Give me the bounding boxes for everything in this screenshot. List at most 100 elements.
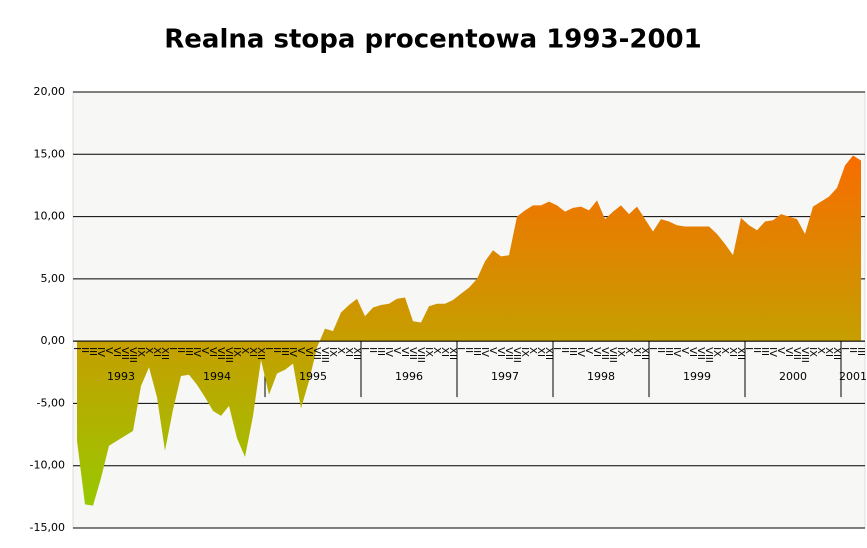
month-label: IX xyxy=(135,347,146,357)
month-label: VIII xyxy=(127,347,138,363)
y-tick-label: 15,00 xyxy=(34,147,66,160)
month-label: II xyxy=(751,347,762,353)
month-label: VI xyxy=(783,347,794,357)
month-label: I xyxy=(551,347,562,350)
month-label: VI xyxy=(399,347,410,357)
month-label: I xyxy=(647,347,658,350)
month-label: III xyxy=(759,347,770,356)
month-label: VII xyxy=(311,347,322,360)
y-tick-label: 20,00 xyxy=(34,85,66,98)
month-label: I xyxy=(263,347,274,350)
year-label: 1996 xyxy=(395,370,423,383)
year-label: 2000 xyxy=(779,370,807,383)
month-label: XI xyxy=(247,347,258,357)
month-label: III xyxy=(375,347,386,356)
month-label: V xyxy=(487,347,498,354)
month-label: III xyxy=(471,347,482,356)
month-label: V xyxy=(583,347,594,354)
month-label: VI xyxy=(303,347,314,357)
month-label: I xyxy=(455,347,466,350)
month-label: XII xyxy=(159,347,170,360)
month-label: II xyxy=(79,347,90,353)
month-label: II xyxy=(847,347,858,353)
y-tick-label: 0,00 xyxy=(41,334,66,347)
month-label: VIII xyxy=(415,347,426,363)
year-label: 2001 xyxy=(839,370,867,383)
month-label: II xyxy=(559,347,570,353)
month-label: VII xyxy=(503,347,514,360)
month-label: IV xyxy=(479,347,490,357)
month-label: XI xyxy=(823,347,834,357)
month-label: VII xyxy=(407,347,418,360)
year-label: 1995 xyxy=(299,370,327,383)
month-label: VI xyxy=(495,347,506,357)
month-label: IX xyxy=(231,347,242,357)
month-label: III xyxy=(87,347,98,356)
month-label: IX xyxy=(327,347,338,357)
month-label: I xyxy=(167,347,178,350)
month-label: VIII xyxy=(319,347,330,363)
y-tick-label: 10,00 xyxy=(34,210,66,223)
month-label: X xyxy=(143,347,154,354)
month-label: VII xyxy=(791,347,802,360)
year-label: 1999 xyxy=(683,370,711,383)
month-label: IX xyxy=(615,347,626,357)
month-label: IV xyxy=(287,347,298,357)
month-label: I xyxy=(71,347,82,350)
month-label: X xyxy=(335,347,346,354)
y-tick-label: -15,00 xyxy=(30,521,65,534)
y-tick-label: -5,00 xyxy=(37,396,65,409)
month-label: VII xyxy=(215,347,226,360)
month-label: IV xyxy=(575,347,586,357)
month-label: I xyxy=(359,347,370,350)
month-label: XII xyxy=(543,347,554,360)
month-label: IV xyxy=(191,347,202,357)
month-label: II xyxy=(367,347,378,353)
month-label: IX xyxy=(711,347,722,357)
month-label: V xyxy=(295,347,306,354)
month-label: III xyxy=(567,347,578,356)
chart-title: Realna stopa procentowa 1993-2001 xyxy=(164,25,701,55)
month-label: XI xyxy=(343,347,354,357)
month-label: III xyxy=(855,347,866,356)
month-label: XII xyxy=(639,347,650,360)
month-label: I xyxy=(743,347,754,350)
month-label: IV xyxy=(383,347,394,357)
month-label: IX xyxy=(423,347,434,357)
month-label: II xyxy=(271,347,282,353)
month-label: VII xyxy=(599,347,610,360)
month-label: X xyxy=(431,347,442,354)
month-label: XII xyxy=(447,347,458,360)
month-label: X xyxy=(239,347,250,354)
month-label: VI xyxy=(207,347,218,357)
month-label: IV xyxy=(95,347,106,357)
area xyxy=(77,155,861,506)
year-label: 1993 xyxy=(107,370,135,383)
month-label: XI xyxy=(727,347,738,357)
month-label: X xyxy=(623,347,634,354)
month-label: VI xyxy=(111,347,122,357)
month-label: IX xyxy=(519,347,530,357)
month-label: X xyxy=(719,347,730,354)
month-label: II xyxy=(463,347,474,353)
month-label: V xyxy=(391,347,402,354)
month-label: V xyxy=(103,347,114,354)
month-label: VIII xyxy=(607,347,618,363)
month-label: X xyxy=(815,347,826,354)
month-label: VI xyxy=(687,347,698,357)
month-label: XI xyxy=(535,347,546,357)
month-label: XII xyxy=(351,347,362,360)
month-label: II xyxy=(655,347,666,353)
month-label: IV xyxy=(767,347,778,357)
month-label: XII xyxy=(255,347,266,360)
month-label: III xyxy=(279,347,290,356)
month-label: VIII xyxy=(223,347,234,363)
month-label: XII xyxy=(735,347,746,360)
month-label: XI xyxy=(439,347,450,357)
month-label: VII xyxy=(695,347,706,360)
month-label: IV xyxy=(671,347,682,357)
month-label: VI xyxy=(591,347,602,357)
month-label: XII xyxy=(831,347,842,360)
month-label: V xyxy=(679,347,690,354)
